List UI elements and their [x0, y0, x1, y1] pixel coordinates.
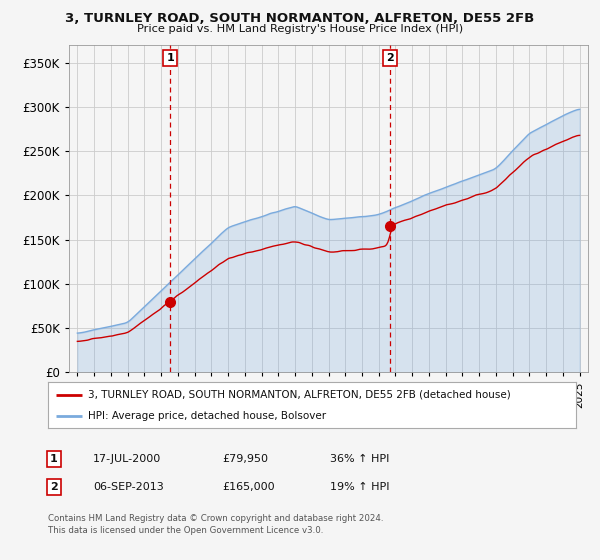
Text: Price paid vs. HM Land Registry's House Price Index (HPI): Price paid vs. HM Land Registry's House …: [137, 24, 463, 34]
Text: 06-SEP-2013: 06-SEP-2013: [93, 482, 164, 492]
Text: 2: 2: [50, 482, 58, 492]
Text: Contains HM Land Registry data © Crown copyright and database right 2024.: Contains HM Land Registry data © Crown c…: [48, 514, 383, 523]
Text: This data is licensed under the Open Government Licence v3.0.: This data is licensed under the Open Gov…: [48, 526, 323, 535]
Text: 3, TURNLEY ROAD, SOUTH NORMANTON, ALFRETON, DE55 2FB: 3, TURNLEY ROAD, SOUTH NORMANTON, ALFRET…: [65, 12, 535, 25]
Text: £165,000: £165,000: [222, 482, 275, 492]
Text: 17-JUL-2000: 17-JUL-2000: [93, 454, 161, 464]
Text: HPI: Average price, detached house, Bolsover: HPI: Average price, detached house, Bols…: [88, 411, 326, 421]
Text: 36% ↑ HPI: 36% ↑ HPI: [330, 454, 389, 464]
Text: 1: 1: [166, 53, 174, 63]
Text: 3, TURNLEY ROAD, SOUTH NORMANTON, ALFRETON, DE55 2FB (detached house): 3, TURNLEY ROAD, SOUTH NORMANTON, ALFRET…: [88, 390, 511, 400]
Text: 1: 1: [50, 454, 58, 464]
Text: 2: 2: [386, 53, 394, 63]
Text: £79,950: £79,950: [222, 454, 268, 464]
Text: 19% ↑ HPI: 19% ↑ HPI: [330, 482, 389, 492]
